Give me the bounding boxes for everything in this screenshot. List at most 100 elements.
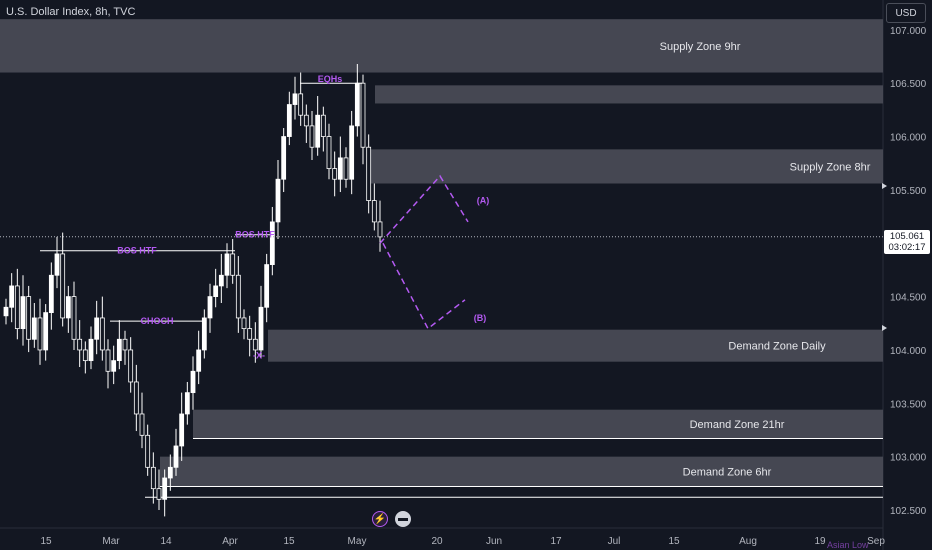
candle-body bbox=[111, 360, 117, 372]
time-tick-label: Sep bbox=[867, 536, 885, 547]
candle-body bbox=[77, 338, 83, 351]
candle-body bbox=[337, 157, 343, 180]
price-tick-label: 104.000 bbox=[890, 346, 927, 357]
zone-5 bbox=[160, 456, 883, 487]
price-tick-label: 107.000 bbox=[890, 26, 927, 37]
time-tick-label: Jul bbox=[608, 536, 621, 547]
candle-body bbox=[326, 136, 332, 169]
price-tick-label: 105.500 bbox=[890, 186, 927, 197]
price-tick-label: 103.000 bbox=[890, 453, 927, 464]
candle-body bbox=[99, 317, 105, 351]
zones-layer: Supply Zone 9hr Supply Zone 8hr Demand Zon… bbox=[0, 19, 883, 498]
zone-3 bbox=[268, 329, 883, 362]
candle-body bbox=[315, 114, 321, 148]
zone-1 bbox=[367, 149, 883, 184]
x-label: -X- bbox=[253, 350, 265, 360]
candle-body bbox=[43, 312, 49, 351]
zone-4 bbox=[193, 409, 883, 439]
current-price-value: 105.061 bbox=[889, 231, 925, 242]
candle-body bbox=[218, 274, 224, 287]
candle-body bbox=[167, 466, 173, 479]
flash-icon[interactable]: ⚡ bbox=[372, 511, 388, 527]
time-tick-label: Apr bbox=[222, 536, 238, 547]
time-tick-label: Mar bbox=[102, 536, 120, 547]
candle-body bbox=[196, 349, 202, 372]
currency-button[interactable]: USD bbox=[886, 3, 926, 23]
current-price-label: 105.061 03:02:17 bbox=[884, 230, 930, 254]
candle-body bbox=[14, 285, 20, 330]
path-a bbox=[379, 174, 469, 244]
candle-body bbox=[139, 413, 145, 436]
time-tick-label: 15 bbox=[40, 536, 52, 547]
candle-body bbox=[201, 317, 207, 351]
price-tick-label: 106.000 bbox=[890, 133, 927, 144]
price-tick-label: 104.500 bbox=[890, 293, 927, 304]
candle-body bbox=[360, 82, 366, 148]
time-tick-label: 14 bbox=[160, 536, 172, 547]
candle-body bbox=[207, 296, 213, 319]
corner-label: Asian Low bbox=[827, 540, 869, 550]
candle-body bbox=[122, 338, 128, 351]
candle-body bbox=[298, 93, 304, 116]
eqhs-label: EQHs bbox=[318, 74, 343, 84]
price-axis[interactable]: 107.000106.500106.000105.500105.000104.5… bbox=[882, 26, 927, 517]
candle-body bbox=[128, 349, 134, 383]
price-tick-label: 103.500 bbox=[890, 399, 927, 410]
candle-body bbox=[71, 296, 77, 340]
candle-body bbox=[179, 413, 185, 447]
candle-body bbox=[264, 264, 270, 308]
candle-body bbox=[354, 82, 360, 127]
candle-body bbox=[54, 253, 60, 276]
candles-layer bbox=[3, 63, 383, 517]
candle-body bbox=[275, 178, 281, 223]
candle-body bbox=[133, 381, 139, 415]
candle-body bbox=[190, 370, 196, 394]
candle-body bbox=[184, 392, 190, 415]
candle-body bbox=[252, 338, 258, 351]
candle-body bbox=[37, 317, 43, 351]
zone-2 bbox=[375, 85, 883, 104]
candle-body bbox=[173, 445, 179, 468]
candle-body bbox=[247, 328, 253, 340]
candle-body bbox=[258, 306, 264, 351]
candle-body bbox=[320, 114, 326, 137]
time-axis[interactable]: 15 Mar 14 Apr 15 May 20 Jun 17 Jul 15 Aug 19 Sep bbox=[40, 536, 885, 547]
candle-body bbox=[235, 274, 241, 319]
price-tick-label: 102.500 bbox=[890, 506, 927, 517]
candle-body bbox=[371, 200, 377, 223]
candle-body bbox=[105, 349, 111, 372]
candle-body bbox=[241, 317, 247, 330]
candle-body bbox=[48, 274, 54, 314]
candle-body bbox=[60, 253, 66, 319]
bos-htf-label-1: BOS HTF bbox=[117, 246, 157, 256]
candle-body bbox=[94, 317, 100, 340]
candle-body bbox=[303, 114, 309, 127]
time-tick-label: Aug bbox=[739, 536, 757, 547]
us-flag-icon[interactable]: ▬ bbox=[395, 511, 411, 527]
candle-body bbox=[343, 157, 349, 180]
candle-body bbox=[9, 285, 15, 308]
candle-body bbox=[281, 136, 287, 180]
zone-label-3: Demand Zone Daily bbox=[728, 341, 826, 353]
chart-title: U.S. Dollar Index, 8h, TVC bbox=[6, 6, 136, 18]
candle-body bbox=[162, 477, 168, 500]
price-tick-label: 106.500 bbox=[890, 79, 927, 90]
time-tick-label: 20 bbox=[431, 536, 443, 547]
zone-label-4: Demand Zone 21hr bbox=[690, 419, 785, 431]
candle-body bbox=[377, 221, 383, 238]
annotations-layer: EQHs BOS HTF BOS HTF CHOCH -X- (A) (B) bbox=[40, 74, 489, 360]
zone-label-5: Demand Zone 6hr bbox=[683, 467, 772, 479]
path-a-label: (A) bbox=[477, 196, 490, 206]
candle-body bbox=[292, 93, 298, 105]
axis-marker-icon bbox=[882, 183, 887, 189]
time-tick-label: 17 bbox=[550, 536, 562, 547]
candle-body bbox=[309, 125, 315, 148]
time-tick-label: 15 bbox=[668, 536, 680, 547]
candle-body bbox=[213, 285, 219, 297]
candle-body bbox=[82, 349, 88, 362]
zone-label-1: Supply Zone 8hr bbox=[790, 161, 871, 173]
zone-label-0: Supply Zone 9hr bbox=[660, 41, 741, 53]
candle-body bbox=[269, 221, 275, 265]
time-tick-label: 15 bbox=[283, 536, 295, 547]
